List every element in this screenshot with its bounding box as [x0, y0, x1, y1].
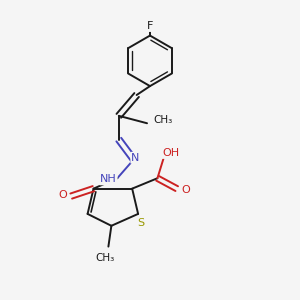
- Text: F: F: [147, 21, 153, 31]
- Text: N: N: [131, 153, 140, 163]
- Text: CH₃: CH₃: [96, 253, 115, 263]
- Text: O: O: [58, 190, 67, 200]
- Text: CH₃: CH₃: [154, 115, 173, 125]
- Text: O: O: [181, 185, 190, 195]
- Text: S: S: [137, 218, 145, 228]
- Text: OH: OH: [162, 148, 179, 158]
- Text: NH: NH: [100, 174, 117, 184]
